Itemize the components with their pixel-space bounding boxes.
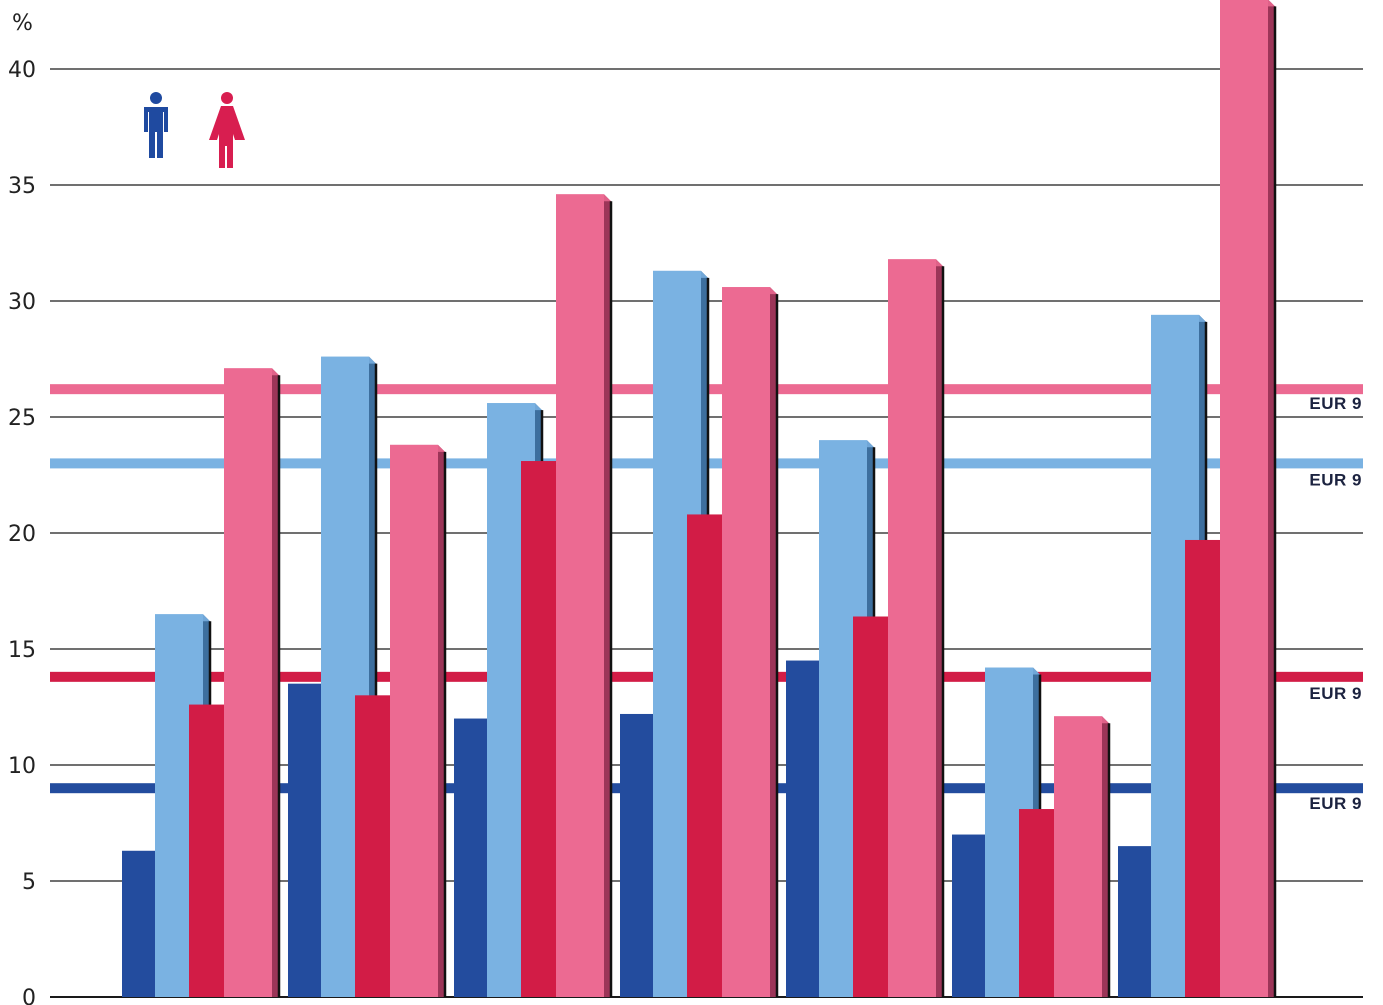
bar xyxy=(722,287,779,998)
y-tick-label: 40 xyxy=(8,58,36,83)
bar xyxy=(888,259,945,997)
woman-icon xyxy=(209,92,245,168)
reference-line-label: EUR 9 xyxy=(1309,684,1362,703)
y-tick-label: 30 xyxy=(8,290,36,315)
y-tick-label: 10 xyxy=(8,754,36,779)
reference-line-label: EUR 9 xyxy=(1309,394,1362,413)
reference-line-label: EUR 9 xyxy=(1309,794,1362,813)
bar xyxy=(1220,0,1277,997)
legend xyxy=(144,92,245,168)
bar xyxy=(224,368,281,997)
bars xyxy=(122,0,1277,998)
y-tick-label: 25 xyxy=(8,406,36,431)
y-tick-label: 20 xyxy=(8,522,36,547)
y-tick-label: 15 xyxy=(8,638,36,663)
reference-line-label: EUR 9 xyxy=(1309,470,1362,489)
y-tick-label: 5 xyxy=(22,870,36,895)
man-icon xyxy=(144,92,168,158)
bar xyxy=(556,194,613,997)
y-tick-label: 35 xyxy=(8,174,36,199)
y-tick-label: 0 xyxy=(22,986,36,1005)
bar xyxy=(1054,716,1111,997)
bar xyxy=(390,444,447,998)
y-axis-ticks: 0 5 10 15 20 25 30 35 40 xyxy=(8,58,36,1005)
y-axis-unit: % xyxy=(12,11,33,36)
